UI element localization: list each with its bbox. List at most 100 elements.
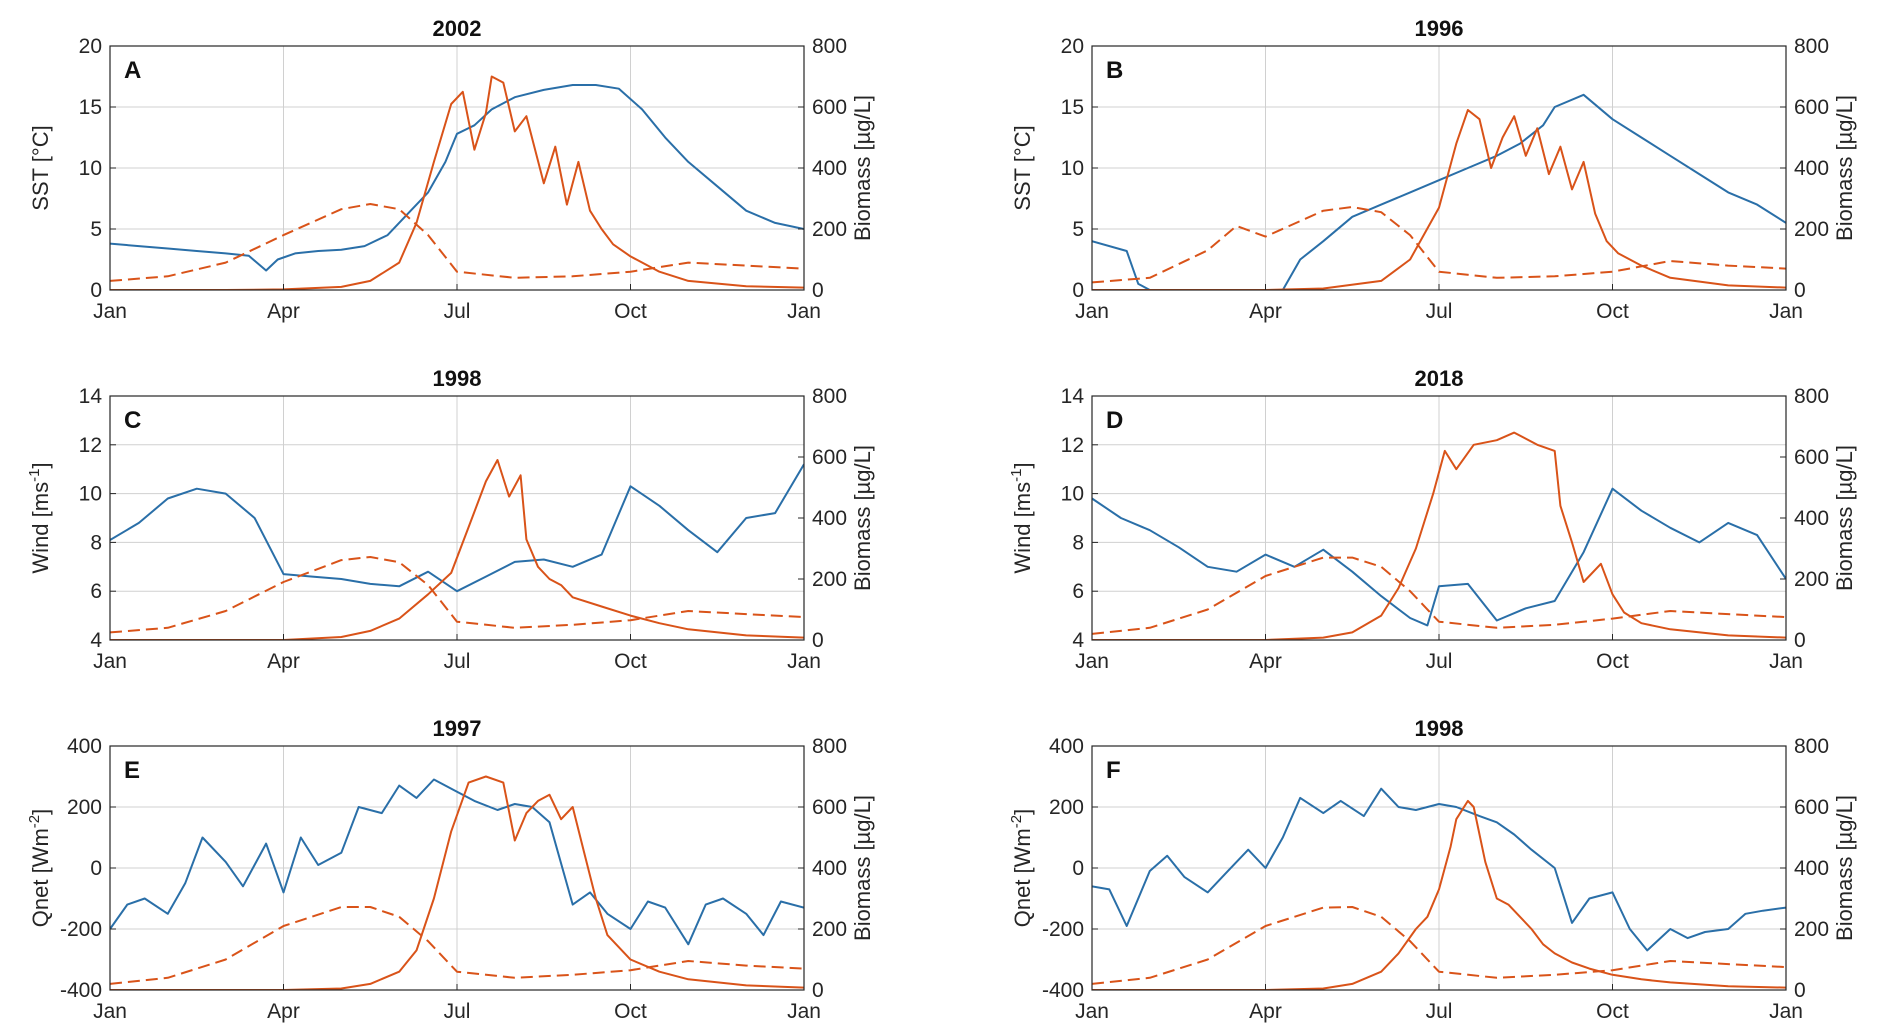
panel-e: Jan Apr Jul Oct Jan-400-20002004000200400600… [26,716,875,1023]
y2-tick-label: 0 [1794,979,1806,1002]
panel-d: Jan Apr Jul Oct Jan4681012140200400600800201… [1008,366,1857,673]
y-tick-label: 15 [1061,96,1084,119]
y2-axis-label: Biomass [µg/L] [1832,795,1857,941]
y2-tick-label: 800 [1794,735,1829,758]
series-line-biomass [1092,799,1786,990]
y2-tick-label: 400 [1794,157,1829,180]
y-tick-label: -200 [60,918,102,941]
series-line-modelled-biomass [1092,906,1786,985]
panel-letter: B [1106,57,1123,84]
y2-tick-label: 600 [812,796,847,819]
y-tick-label: -400 [60,979,102,1002]
x-tick-label: Oct [614,1000,647,1023]
series-line-wind [1092,487,1786,627]
y-tick-label: 20 [79,35,102,58]
y2-tick-label: 600 [1794,796,1829,819]
y2-axis-label: Biomass [µg/L] [850,95,875,241]
y-tick-label: 8 [90,531,102,554]
x-tick-label: Oct [614,650,647,673]
panel-letter: F [1106,757,1121,784]
y2-tick-label: 800 [812,385,847,408]
series-line-modelled-biomass [110,203,804,282]
y2-tick-label: 200 [812,918,847,941]
y2-tick-label: 0 [1794,279,1806,302]
y-tick-label: 15 [79,96,102,119]
series-line-sst [110,84,804,272]
panel-letter: E [124,757,140,784]
series-line-modelled-biomass [110,556,804,634]
x-tick-label: Oct [1596,1000,1629,1023]
series-group [110,459,804,640]
y2-tick-label: 400 [1794,507,1829,530]
y-tick-label: 14 [79,385,103,408]
x-tick-label: Apr [1249,1000,1282,1023]
y-tick-label: 4 [1072,629,1084,652]
series-line-qnet [110,778,804,946]
series-group [110,775,804,990]
series-group [110,75,804,290]
series-line-biomass [110,75,804,290]
x-tick-label: Jul [1426,300,1453,323]
x-tick-label: Jan [1075,650,1109,673]
series-line-modelled-biomass [1092,556,1786,635]
y2-tick-label: 800 [1794,35,1829,58]
panel-c: Jan Apr Jul Oct Jan4681012140200400600800199… [26,366,875,673]
y2-axis-label: Biomass [µg/L] [1832,95,1857,241]
y-tick-label: 5 [90,218,102,241]
x-tick-label: Jul [1426,1000,1453,1023]
series-line-modelled-biomass [110,906,804,985]
y2-tick-label: 200 [812,568,847,591]
y2-tick-label: 800 [812,35,847,58]
y2-tick-label: 0 [812,979,824,1002]
y-tick-label: 10 [1061,157,1084,180]
y-axis-label: Wind [ms-1] [1008,462,1035,573]
series-line-wind [110,463,804,593]
panel-f: Jan Apr Jul Oct Jan-400-20002004000200400600… [1008,716,1857,1023]
x-tick-label: Jul [444,650,471,673]
x-tick-label: Jan [787,300,821,323]
y2-tick-label: 400 [812,857,847,880]
x-tick-label: Jul [1426,650,1453,673]
x-tick-label: Apr [1249,300,1282,323]
series-line-biomass [110,775,804,990]
series-line-sst [1092,93,1786,290]
x-tick-label: Apr [1249,650,1282,673]
panel-title: 1997 [433,716,482,741]
series-line-biomass [1092,431,1786,640]
y2-tick-label: 800 [1794,385,1829,408]
x-tick-label: Jul [444,300,471,323]
panel-b: Jan Apr Jul Oct Jan0510152002004006008001996… [1010,16,1857,323]
x-tick-label: Jan [1769,1000,1803,1023]
x-tick-label: Jan [93,650,127,673]
y-axis-label: SST [°C] [1010,125,1035,210]
x-tick-label: Apr [267,300,300,323]
series-line-biomass [110,459,804,640]
y-axis-label: Qnet [Wm-2] [1008,809,1035,927]
y-tick-label: 0 [90,857,102,880]
y-tick-label: 0 [90,279,102,302]
y-tick-label: 5 [1072,218,1084,241]
x-tick-label: Jan [1769,650,1803,673]
y-axis-label: Wind [ms-1] [26,462,53,573]
y2-axis-label: Biomass [µg/L] [850,445,875,591]
y2-axis-label: Biomass [µg/L] [850,795,875,941]
series-group [1092,93,1786,290]
y-tick-label: 12 [79,434,102,457]
x-tick-label: Jan [1769,300,1803,323]
y-axis-label: Qnet [Wm-2] [26,809,53,927]
y2-tick-label: 800 [812,735,847,758]
y-tick-label: 0 [1072,279,1084,302]
y2-tick-label: 400 [1794,857,1829,880]
y-tick-label: 6 [90,580,102,603]
y-tick-label: 20 [1061,35,1084,58]
y2-tick-label: 400 [812,157,847,180]
y-tick-label: 10 [79,483,102,506]
panel-letter: A [124,57,141,84]
y-tick-label: 10 [1061,483,1084,506]
y2-tick-label: 200 [1794,218,1829,241]
panel-title: 2002 [433,16,482,41]
y2-tick-label: 0 [812,629,824,652]
panel-title: 2018 [1415,366,1464,391]
x-tick-label: Oct [1596,650,1629,673]
